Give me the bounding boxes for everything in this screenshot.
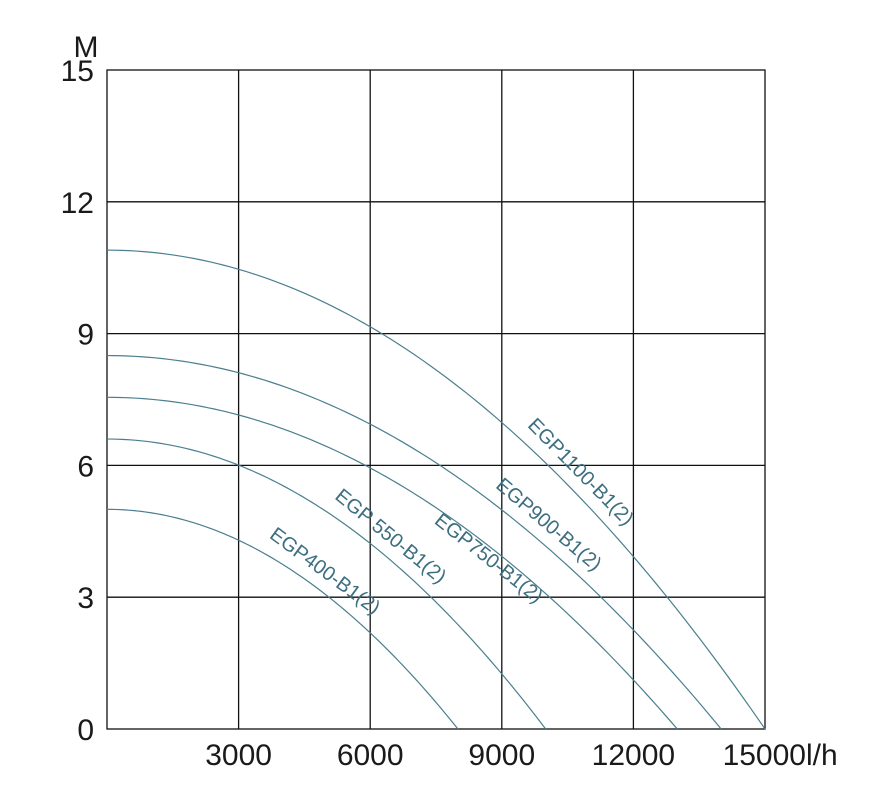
curve-label-egp750-b1-2: EGP750-B1(2) (430, 509, 547, 608)
x-tick-label-15000: 15000 (723, 739, 806, 772)
y-tick-label-0: 0 (77, 714, 94, 747)
curve-egp750-b1-2 (106, 396, 678, 730)
curve-egp1100-b1-2 (106, 249, 766, 730)
y-tick-label-12: 12 (61, 187, 94, 220)
y-tick-label-9: 9 (77, 319, 94, 352)
curve-egp-550-b1-2 (106, 438, 547, 730)
y-axis-unit: M (74, 31, 99, 64)
pump-curves (106, 249, 766, 730)
x-axis-unit: l/h (806, 739, 838, 772)
curve-egp900-b1-2 (106, 354, 722, 730)
x-tick-label-12000: 12000 (592, 739, 675, 772)
curve-egp400-b1-2 (106, 508, 459, 730)
curve-labels: EGP1100-B1(2)EGP900-B1(2)EGP750-B1(2)EGP… (266, 414, 638, 619)
x-tick-label-6000: 6000 (337, 739, 404, 772)
x-tick-label-9000: 9000 (468, 739, 535, 772)
plot-frame (106, 69, 766, 730)
y-tick-label-3: 3 (77, 582, 94, 615)
axis-ticks: 0 3 6 9 12 15 3000 6000 9000 12000 15000 (61, 55, 806, 772)
x-tick-label-3000: 3000 (205, 739, 272, 772)
curve-label-egp-550-b1-2: EGP 550-B1(2) (331, 485, 450, 588)
curve-label-egp400-b1-2: EGP400-B1(2) (266, 523, 385, 619)
y-tick-label-6: 6 (77, 450, 94, 483)
y-tick-label-15: 15 (61, 55, 94, 88)
grid (106, 69, 766, 730)
